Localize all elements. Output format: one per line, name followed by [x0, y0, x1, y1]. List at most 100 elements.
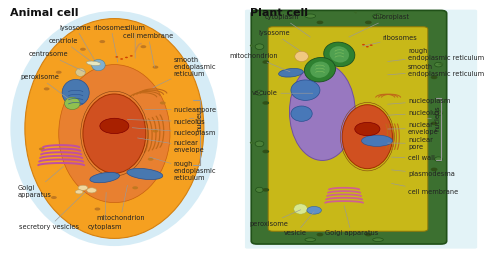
Ellipse shape	[25, 19, 204, 238]
Circle shape	[365, 233, 372, 236]
Text: cell membrane: cell membrane	[123, 33, 174, 67]
Text: mitochondrion: mitochondrion	[229, 53, 290, 72]
Text: lysosome: lysosome	[258, 30, 302, 52]
Ellipse shape	[256, 187, 264, 192]
FancyBboxPatch shape	[252, 10, 446, 244]
Text: ribosomes: ribosomes	[94, 24, 128, 62]
Ellipse shape	[90, 172, 120, 183]
Text: nucleus: nucleus	[428, 105, 440, 131]
Ellipse shape	[310, 61, 330, 78]
Ellipse shape	[62, 79, 89, 106]
Ellipse shape	[294, 204, 308, 214]
Ellipse shape	[434, 111, 442, 115]
Circle shape	[152, 130, 158, 133]
Circle shape	[316, 21, 324, 24]
Ellipse shape	[64, 97, 80, 109]
Circle shape	[262, 188, 269, 192]
Circle shape	[262, 150, 269, 153]
Ellipse shape	[295, 51, 308, 61]
Circle shape	[132, 186, 138, 189]
Text: plasmodesma: plasmodesma	[392, 170, 455, 177]
Text: nucleoplasm: nucleoplasm	[388, 98, 450, 104]
Circle shape	[365, 21, 372, 24]
Circle shape	[116, 56, 118, 58]
Ellipse shape	[58, 65, 170, 203]
Circle shape	[355, 122, 380, 136]
Circle shape	[430, 168, 438, 171]
Text: nucleolus: nucleolus	[128, 118, 206, 125]
Ellipse shape	[290, 63, 356, 160]
Text: vacuole: vacuole	[252, 90, 312, 96]
Circle shape	[262, 101, 269, 105]
Ellipse shape	[255, 44, 264, 50]
Circle shape	[120, 58, 123, 60]
Circle shape	[430, 76, 438, 79]
Circle shape	[366, 46, 369, 48]
Circle shape	[80, 48, 86, 51]
Text: Golgi
apparatus: Golgi apparatus	[18, 166, 64, 198]
Ellipse shape	[434, 62, 442, 67]
Text: centriole: centriole	[49, 38, 92, 62]
Text: Animal cell: Animal cell	[10, 8, 79, 18]
Circle shape	[87, 188, 97, 193]
Ellipse shape	[255, 141, 264, 147]
Text: rough
endoplasmic reticulum: rough endoplasmic reticulum	[388, 48, 484, 61]
Ellipse shape	[434, 157, 442, 161]
Ellipse shape	[83, 94, 146, 173]
Text: smooth
endoplasmic reticulum: smooth endoplasmic reticulum	[388, 64, 484, 77]
Circle shape	[262, 60, 269, 64]
Ellipse shape	[291, 106, 312, 121]
Ellipse shape	[92, 59, 105, 71]
Circle shape	[160, 102, 166, 105]
Circle shape	[152, 66, 158, 69]
Ellipse shape	[372, 238, 384, 242]
Ellipse shape	[127, 168, 163, 180]
Ellipse shape	[362, 135, 392, 146]
Circle shape	[39, 148, 44, 151]
Circle shape	[148, 158, 154, 161]
Text: vesicle: vesicle	[284, 212, 314, 236]
Circle shape	[362, 44, 365, 45]
Text: lysosome: lysosome	[60, 24, 100, 68]
Circle shape	[100, 40, 105, 43]
Text: cell wall: cell wall	[392, 155, 435, 161]
Ellipse shape	[305, 238, 316, 242]
Text: secretory vesicles: secretory vesicles	[19, 192, 86, 230]
Text: cytoplasm: cytoplasm	[265, 14, 310, 37]
Text: nuclear
envelope: nuclear envelope	[388, 122, 438, 135]
Ellipse shape	[304, 58, 336, 82]
Text: smooth
endoplasmic
reticulum: smooth endoplasmic reticulum	[153, 57, 216, 88]
Circle shape	[430, 122, 438, 125]
Circle shape	[56, 71, 62, 74]
Ellipse shape	[86, 61, 101, 66]
Circle shape	[140, 45, 146, 48]
Circle shape	[100, 118, 129, 134]
Text: mitochondrion: mitochondrion	[96, 185, 145, 221]
Ellipse shape	[330, 46, 349, 62]
Circle shape	[307, 206, 322, 214]
Ellipse shape	[278, 68, 303, 77]
Text: nuclear
envelope: nuclear envelope	[138, 138, 204, 153]
Circle shape	[316, 233, 324, 236]
Circle shape	[75, 190, 83, 194]
Text: peroxisome: peroxisome	[250, 210, 300, 227]
Ellipse shape	[305, 14, 316, 18]
Text: centrosome: centrosome	[28, 51, 86, 72]
Ellipse shape	[324, 42, 355, 67]
Ellipse shape	[372, 14, 384, 18]
Text: nuclear
pore: nuclear pore	[388, 137, 433, 150]
Ellipse shape	[342, 105, 392, 169]
Text: chloroplast: chloroplast	[349, 14, 409, 37]
Text: nucleus: nucleus	[190, 105, 202, 131]
Ellipse shape	[76, 68, 86, 76]
Circle shape	[125, 57, 128, 58]
Text: cilium: cilium	[125, 24, 145, 58]
Circle shape	[44, 87, 50, 90]
Text: peroxisome: peroxisome	[20, 74, 72, 102]
Ellipse shape	[256, 90, 264, 95]
Text: nucleolus: nucleolus	[388, 110, 440, 116]
Ellipse shape	[291, 80, 320, 100]
Circle shape	[78, 185, 88, 190]
Text: Plant cell: Plant cell	[250, 8, 308, 18]
Circle shape	[370, 44, 372, 46]
